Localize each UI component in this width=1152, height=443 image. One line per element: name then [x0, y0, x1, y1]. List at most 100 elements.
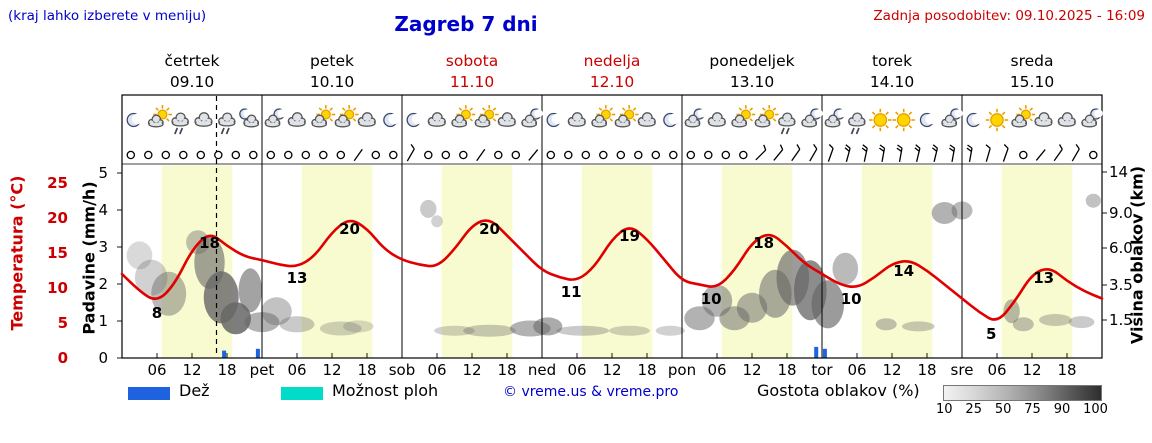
precip-tick-label: 0: [98, 349, 108, 367]
cloud-blob: [431, 215, 443, 228]
time-tick-label: 06: [707, 361, 726, 379]
wind-barb-icon: [809, 144, 818, 162]
cloud-blob: [931, 202, 958, 224]
moon-cloud-icon: [521, 108, 543, 128]
moon-icon: [966, 112, 983, 128]
wind-calm-icon: [686, 150, 696, 160]
moon-icon: [919, 112, 936, 128]
wind-calm-icon: [581, 150, 591, 160]
day-name: petek: [310, 52, 354, 70]
cloud-icon: [1057, 112, 1076, 127]
wind-barb-icon: [1002, 144, 1009, 162]
wind-barb-icon: [914, 144, 921, 162]
temp-value-label: 18: [753, 234, 774, 252]
sun-cloud-icon: [474, 105, 499, 128]
sun-cloud-icon: [731, 105, 756, 128]
cloud-density-scale: 10 25 50 75 90 100: [936, 402, 1108, 417]
moon-icon: [406, 112, 423, 128]
cloud-icon: [497, 112, 516, 127]
wind-barb-icon: [1053, 144, 1063, 162]
cloud-blob: [126, 241, 153, 270]
time-tick-label: 18: [357, 361, 376, 379]
day-date: 13.10: [730, 73, 774, 91]
scale-tick: 10: [936, 402, 953, 417]
wind-calm-icon: [196, 150, 206, 160]
day-name: četrtek: [164, 52, 219, 70]
cloud-blob: [151, 271, 187, 316]
day-headers: četrtek 09.10 petek 10.10 sobota 11.10 nedelja…: [164, 52, 1054, 91]
cloud-icon: [1034, 112, 1053, 127]
moon-cloud-icon: [264, 108, 286, 128]
weather-icons-row: [126, 105, 1103, 135]
precip-tick-label: 1: [98, 312, 108, 330]
sun-cloud-icon: [591, 105, 616, 128]
time-tick-label: 12: [742, 361, 761, 379]
moon-icon: [383, 112, 400, 128]
copyright-link[interactable]: © vreme.us & vreme.pro: [503, 384, 679, 400]
cloud-blob: [134, 259, 168, 296]
time-tick-label: 18: [1057, 361, 1076, 379]
temp-value-label: 14: [893, 262, 914, 280]
cloud-blob: [238, 268, 262, 313]
wind-barb-icon: [791, 144, 801, 162]
rain-bars: [222, 346, 827, 359]
sun-icon: [892, 108, 915, 132]
wind-barb-icon: [931, 144, 939, 162]
cloud-density-legend-label: Gostota oblakov (%): [757, 381, 920, 400]
day-date: 12.10: [590, 73, 634, 91]
day-grid: [122, 95, 1102, 358]
time-tick-label: 12: [1022, 361, 1041, 379]
moon-cloud-icon: [801, 108, 823, 128]
wind-calm-icon: [249, 150, 258, 160]
wind-barb-icon: [353, 148, 363, 162]
day-name: sobota: [446, 52, 498, 70]
day-date: 09.10: [170, 73, 214, 91]
cloud-tick-label: 1.5: [1109, 311, 1133, 329]
cloud-rain-icon: [848, 112, 866, 135]
cloud-density-gradient-bar: [943, 385, 1102, 401]
cloud-icon: [567, 112, 586, 127]
time-tick-label: 12: [462, 361, 481, 379]
cloud-icon: [287, 112, 306, 127]
time-tick-label: 12: [182, 361, 201, 379]
time-tick-label: ned: [528, 361, 556, 379]
moon-cloud-icon: [941, 108, 963, 128]
wind-calm-icon: [301, 150, 311, 160]
moon-icon: [126, 112, 143, 128]
cloud-tick-label: 3.5: [1109, 276, 1133, 294]
x-axis-labels: 06 12 18 pet 06 12 18 sob 06 12 18 ned 06 12 18 pon 06 12…: [147, 361, 1076, 379]
wind-barb-icon: [985, 144, 991, 162]
moon-cloud-icon: [1081, 108, 1103, 128]
wind-calm-icon: [266, 150, 276, 160]
temp-tick-label: 25: [47, 174, 68, 192]
cloud-blob: [220, 302, 251, 335]
scale-tick: 50: [994, 402, 1012, 417]
scale-tick: 25: [965, 402, 982, 417]
wind-barb-icon: [476, 148, 486, 162]
showers-legend-label: Možnost ploh: [332, 381, 439, 400]
cloud-blob: [556, 325, 610, 336]
wind-calm-icon: [389, 150, 398, 160]
time-tick-label: 18: [777, 361, 796, 379]
wind-calm-icon: [511, 150, 521, 160]
time-tick-label: 12: [322, 361, 341, 379]
wind-barb-icon: [406, 144, 415, 162]
wind-calm-icon: [494, 150, 503, 160]
wind-calm-icon: [284, 150, 293, 160]
sun-cloud-icon: [451, 105, 476, 128]
wind-barb-icon: [1035, 149, 1046, 161]
temp-tick-label: 20: [47, 209, 68, 227]
time-tick-label: 06: [847, 361, 866, 379]
showers-legend-swatch: [281, 387, 323, 400]
temp-tick-label: 10: [47, 279, 68, 297]
temp-value-label: 10: [701, 290, 722, 308]
wind-barb-icon: [1071, 144, 1080, 162]
cloud-blob: [609, 325, 650, 336]
wind-barb-icon: [755, 144, 767, 161]
cloud-blob: [279, 316, 315, 333]
rain-bar: [822, 348, 827, 359]
time-tick-label: sre: [951, 361, 974, 379]
wind-calm-icon: [371, 150, 381, 160]
wind-calm-icon: [424, 150, 433, 160]
